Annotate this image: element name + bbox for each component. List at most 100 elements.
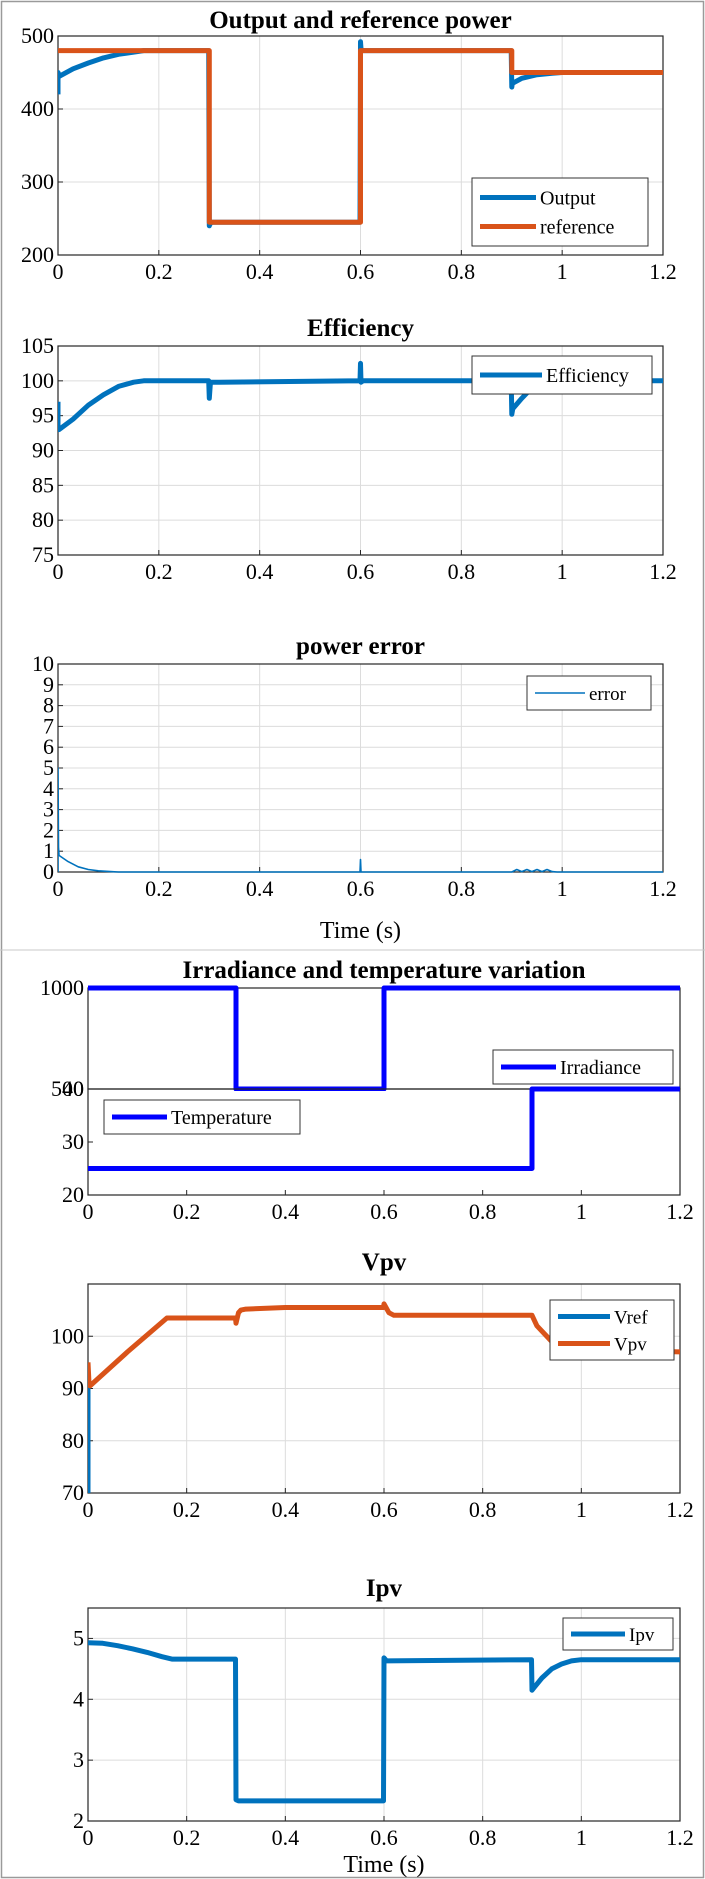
y-tick-label: 40 [62,1076,84,1101]
x-tick-label: 0.4 [246,876,274,901]
y-tick-label: 4 [43,776,54,801]
chart-title: Output and reference power [209,7,512,34]
x-tick-label: 0.6 [370,1199,398,1224]
y-tick-label: 300 [21,169,54,194]
legend-label: error [589,684,627,705]
x-tick-label: 0.8 [448,876,476,901]
x-tick-label: 1 [576,1199,587,1224]
y-tick-label: 5 [73,1625,84,1650]
chart-title: Efficiency [307,315,414,342]
x-tick-label: 0.6 [347,876,375,901]
y-tick-label: 6 [43,734,54,759]
legend-label: Irradiance [560,1057,641,1079]
y-tick-label: 500 [21,23,54,48]
chart-title: Ipv [366,1575,403,1602]
series-line-temperature [88,1086,680,1171]
x-tick-label: 1.2 [649,259,677,284]
x-tick-label: 0.4 [246,259,274,284]
x-tick-label: 0.2 [145,259,173,284]
y-tick-label: 85 [32,472,54,497]
y-tick-label: 90 [62,1376,84,1401]
y-tick-label: 3 [43,797,54,822]
y-tick-label: 500 [51,1076,84,1101]
legend-label: Ipv [629,1625,655,1646]
y-tick-label: 5 [43,755,54,780]
y-tick-label: 80 [32,507,54,532]
x-tick-label: 1 [557,259,568,284]
y-tick-label: 2 [73,1808,84,1833]
chart-4: 500 1000 Irradiance and temperature variat… [40,957,681,1101]
x-tick-label: 1.2 [649,876,677,901]
chart-title: Irradiance and temperature variation [183,957,586,984]
legend-box [471,177,649,247]
x-tick-label: 0.8 [469,1825,497,1850]
y-tick-label: 400 [21,96,54,121]
legend-label: Vref [614,1308,648,1329]
x-tick-label: 0.2 [173,1825,201,1850]
y-tick-label: 2 [43,817,54,842]
x-tick-label: 0.6 [370,1825,398,1850]
series-line-efficiency [58,360,663,433]
y-tick-label: 30 [62,1129,84,1154]
chart-5: 20 30 40 0 0.2 0.4 0.6 0.8 1 1.2 Temperature [62,1076,694,1224]
x-tick-label: 0.2 [173,1199,201,1224]
x-tick-label: 0 [83,1497,94,1522]
y-tick-label: 0 [43,859,54,884]
legend-label: Output [540,188,596,210]
x-tick-label: 0 [53,559,64,584]
x-tick-label: 1 [557,559,568,584]
y-tick-label: 10 [32,651,54,676]
x-tick-label: 0 [83,1199,94,1224]
y-tick-label: 7 [43,713,54,738]
chart-title: Vpv [362,1249,407,1276]
legend-label: reference [540,217,614,239]
y-tick-label: 1 [43,838,54,863]
x-tick-label: 0 [83,1825,94,1850]
x-tick-label: 0.4 [272,1497,300,1522]
series-line-ipv [88,1640,680,1804]
x-tick-label: 0.2 [173,1497,201,1522]
y-tick-label: 105 [21,333,54,358]
y-tick-label: 100 [21,368,54,393]
x-tick-label: 0.8 [448,559,476,584]
x-tick-label: 0.8 [469,1497,497,1522]
x-tick-label: 1.2 [666,1497,694,1522]
y-tick-label: 9 [43,672,54,697]
x-tick-label: 0.6 [347,259,375,284]
legend-box [549,1299,675,1361]
x-tick-label: 0 [53,876,64,901]
x-tick-label: 0.6 [370,1497,398,1522]
series-line-vpv [88,1301,681,1389]
y-tick-label: 1000 [40,975,84,1000]
y-tick-label: 100 [51,1323,84,1348]
y-tick-label: 20 [62,1182,84,1207]
chart-2: 75 80 85 90 95 100 105 0 0.2 0.4 0.6 0.8 1 1.2 Efficie… [21,315,677,584]
x-axis-label: Time (s) [320,918,401,944]
y-tick-label: 8 [43,693,54,718]
y-tick-label: 70 [62,1480,84,1505]
y-tick-label: 75 [32,542,54,567]
x-tick-label: 1.2 [666,1825,694,1850]
x-tick-label: 1 [576,1825,587,1850]
legend-label: Efficiency [546,365,629,387]
x-tick-label: 0.8 [448,259,476,284]
x-tick-label: 0 [53,259,64,284]
x-tick-label: 0.2 [145,559,173,584]
series-line-error [58,767,663,873]
y-tick-label: 200 [21,242,54,267]
chart-7: 2 3 4 5 0 0.2 0.4 0.6 0.8 1 1.2 Ipv Time (s) Ipv [73,1575,694,1878]
x-tick-label: 0.8 [469,1199,497,1224]
x-tick-label: 1 [557,876,568,901]
chart-6: 70 80 90 100 0 0.2 0.4 0.6 0.8 1 1.2 Vpv Vref Vpv [51,1249,694,1522]
x-tick-label: 0.6 [347,559,375,584]
legend-label: Vpv [614,1335,647,1356]
series-line-reference [58,48,663,225]
legend-label: Temperature [171,1107,272,1129]
x-tick-label: 1 [576,1497,587,1522]
y-tick-label: 4 [73,1686,84,1711]
y-tick-label: 3 [73,1747,84,1772]
